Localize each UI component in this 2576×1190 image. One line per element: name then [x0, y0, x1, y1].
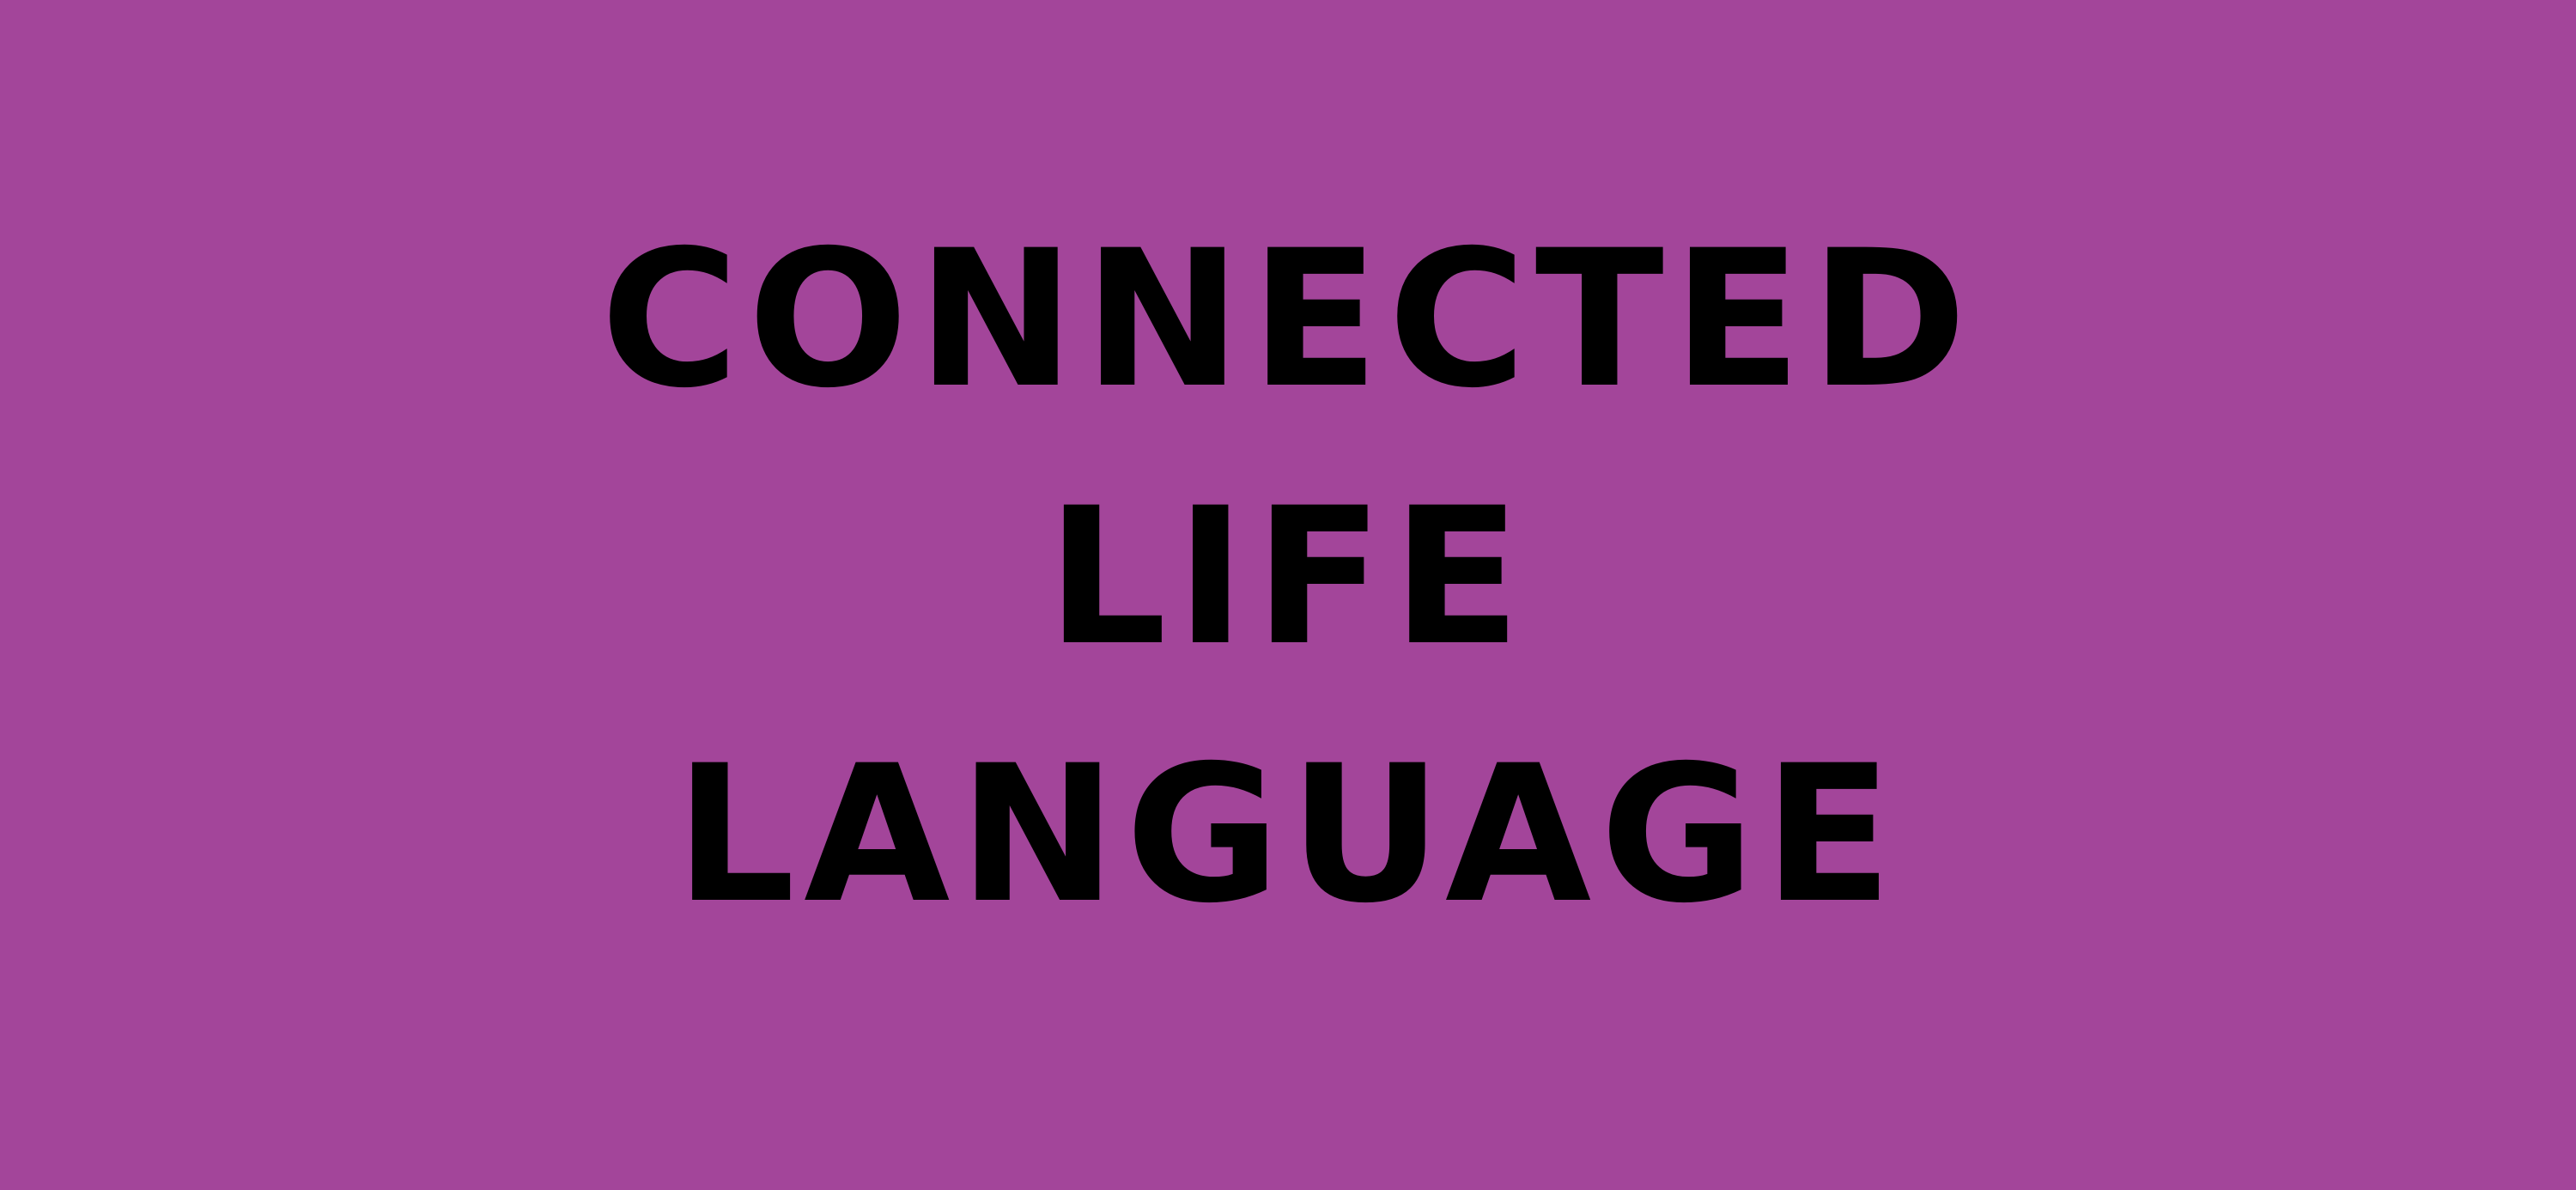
- title-line-life: LIFE: [1046, 467, 1530, 687]
- title-line-connected: CONNECTED: [600, 209, 1976, 429]
- title-line-language: LANGUAGE: [674, 725, 1902, 944]
